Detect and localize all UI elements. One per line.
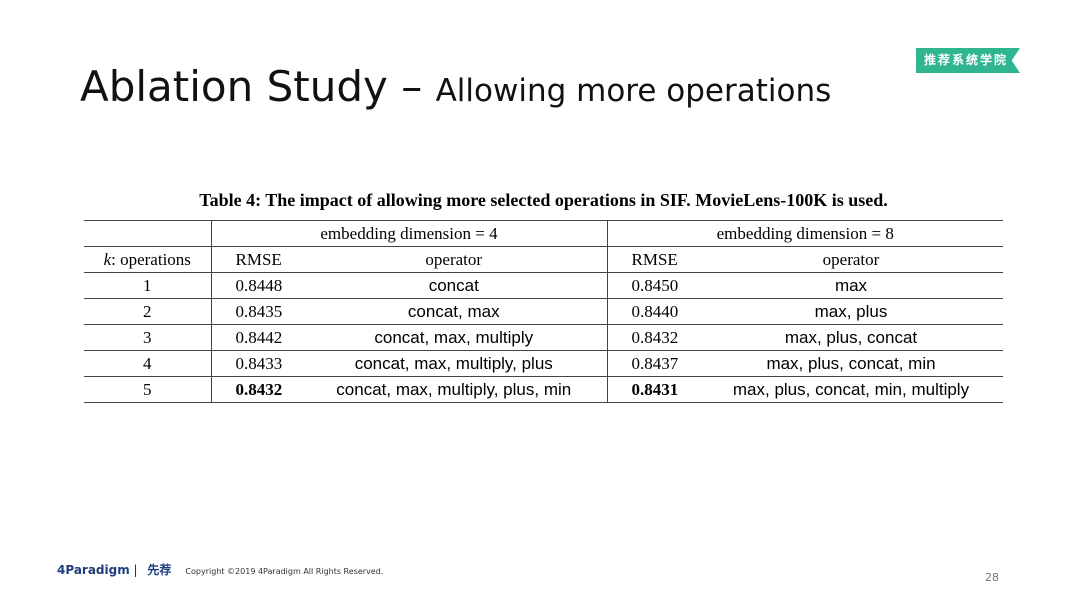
badge: 推荐系统学院 xyxy=(916,48,1020,73)
subtitle: Allowing more operations xyxy=(435,73,832,109)
cell: 0.8440 xyxy=(606,298,699,325)
cell: concat xyxy=(301,272,607,299)
cell: 0.8432 xyxy=(606,324,699,351)
table-row: 4 0.8433 concat, max, multiply, plus 0.8437… xyxy=(84,350,1003,377)
cell: max, plus, concat, min xyxy=(699,350,1003,377)
cell: 0.8448 xyxy=(210,272,301,299)
group-header: embedding dimension = 8 xyxy=(606,220,1003,247)
column-header: operator xyxy=(301,246,607,273)
table-row: 2 0.8435 concat, max 0.8440 max, plus xyxy=(84,298,1003,325)
table-row: 5 0.8432 concat, max, multiply, plus, min 0… xyxy=(84,376,1003,403)
table-row: 1 0.8448 concat 0.8450 max xyxy=(84,272,1003,299)
group-header: embedding dimension = 4 xyxy=(210,220,607,247)
column-header: operator xyxy=(699,246,1003,273)
cell: concat, max, multiply, plus xyxy=(301,350,607,377)
table: embedding dimension = 4 embedding dimensi… xyxy=(84,220,1003,403)
cell: concat, max, multiply xyxy=(301,324,607,351)
cell xyxy=(84,220,211,247)
cell: 0.8435 xyxy=(210,298,301,325)
cell: 3 xyxy=(84,324,211,351)
cell: max, plus, concat xyxy=(699,324,1003,351)
cell: 0.8442 xyxy=(210,324,301,351)
header-row: k: operations RMSE operator RMSE operator xyxy=(84,246,1003,273)
cell: 4 xyxy=(84,350,211,377)
cell: 5 xyxy=(84,376,211,403)
table-row: 3 0.8442 concat, max, multiply 0.8432 max, p… xyxy=(84,324,1003,351)
k-header: k: operations xyxy=(84,246,211,273)
column-header: RMSE xyxy=(606,246,699,273)
cell: max, plus xyxy=(699,298,1003,325)
cell: concat, max xyxy=(301,298,607,325)
logo-2: 先荐 xyxy=(147,563,172,577)
column-header: RMSE xyxy=(210,246,301,273)
table-caption: Table 4: The impact of allowing more sel… xyxy=(199,190,888,210)
cell: concat, max, multiply, plus, min xyxy=(301,376,607,403)
cell: max, plus, concat, min, multiply xyxy=(699,376,1003,403)
cell: 0.8437 xyxy=(606,350,699,377)
cell: 0.8432 xyxy=(210,376,301,403)
title: Ablation Study – xyxy=(80,62,423,111)
cell: 0.8433 xyxy=(210,350,301,377)
logo: 4Paradigm xyxy=(57,563,130,577)
header-row: embedding dimension = 4 embedding dimensi… xyxy=(84,220,1003,247)
cell: max xyxy=(699,272,1003,299)
cell: 2 xyxy=(84,298,211,325)
cell: 0.8431 xyxy=(606,376,699,403)
page-number: 28 xyxy=(985,571,999,584)
k-symbol: k xyxy=(103,250,112,269)
footer: 4Paradigm | 先荐 Copyright ©2019 4Paradigm … xyxy=(57,563,384,577)
copyright: Copyright ©2019 4Paradigm All Rights Res… xyxy=(185,567,384,576)
title-line: Ablation Study – Allowing more operation… xyxy=(80,62,831,111)
cell: 0.8450 xyxy=(606,272,699,299)
cell: 1 xyxy=(84,272,211,299)
k-label: : operations xyxy=(111,250,191,269)
